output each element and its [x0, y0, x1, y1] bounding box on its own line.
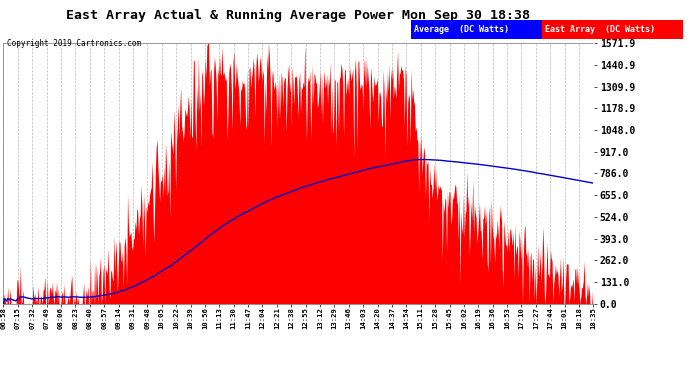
- Text: East Array  (DC Watts): East Array (DC Watts): [545, 25, 655, 34]
- Text: Average  (DC Watts): Average (DC Watts): [414, 25, 509, 34]
- Text: Copyright 2019 Cartronics.com: Copyright 2019 Cartronics.com: [7, 39, 141, 48]
- Text: East Array Actual & Running Average Power Mon Sep 30 18:38: East Array Actual & Running Average Powe…: [66, 9, 531, 22]
